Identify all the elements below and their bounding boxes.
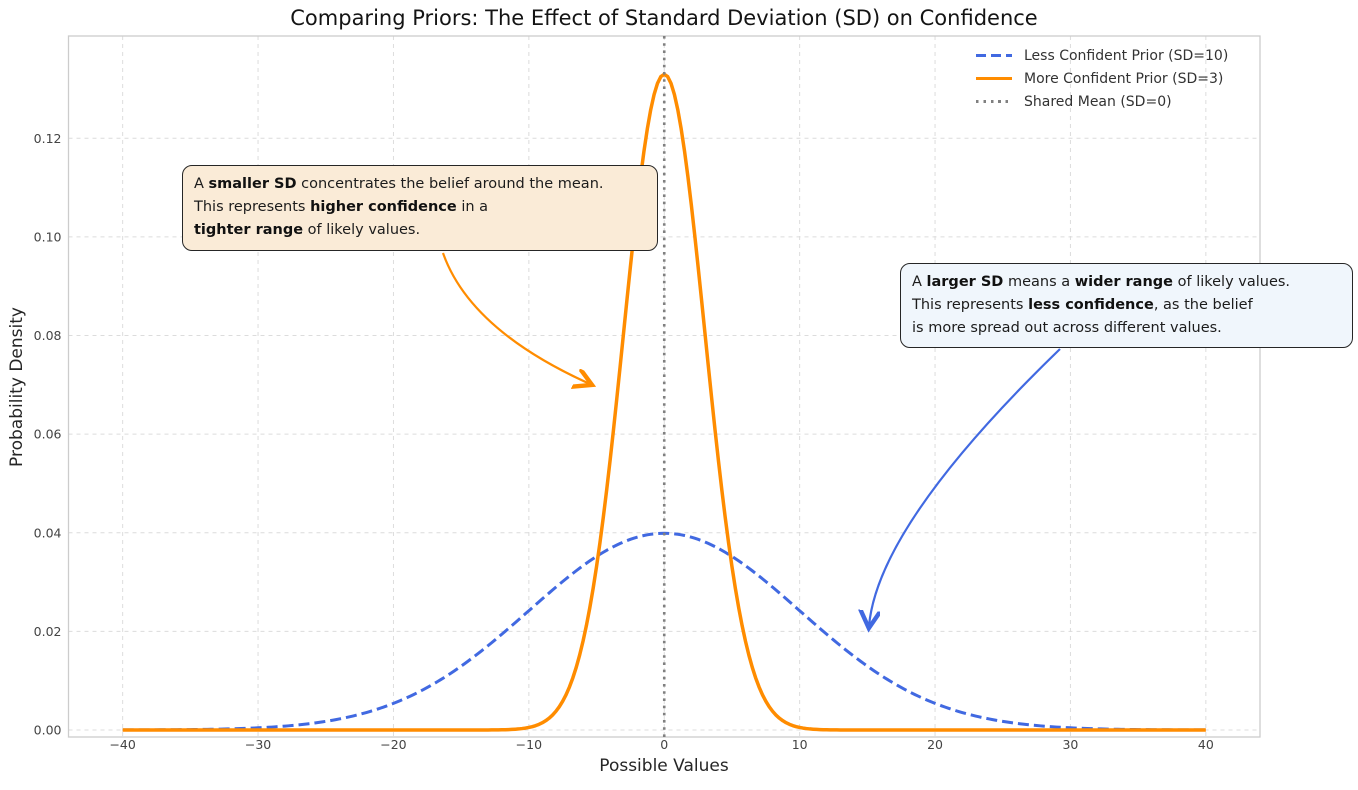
- legend-marker-dashed-line: [976, 53, 1012, 58]
- gridlines: [68, 36, 1260, 737]
- y-tick-label: 0.12: [34, 131, 62, 146]
- x-tick-label: 30: [1062, 737, 1078, 752]
- arrow-to-wide-curve: [869, 348, 1061, 626]
- chart-title: Comparing Priors: The Effect of Standard…: [290, 6, 1038, 30]
- annotation-line: is more spread out across different valu…: [912, 320, 1222, 336]
- x-tick-label: −30: [245, 737, 271, 752]
- y-tick-label: 0.04: [34, 525, 62, 540]
- y-tick-label: 0.08: [34, 328, 62, 343]
- legend-item-shared-mean: Shared Mean (SD=0): [976, 93, 1228, 110]
- y-tick-label: 0.00: [34, 722, 62, 737]
- legend-item-less-confident: Less Confident Prior (SD=10): [976, 47, 1228, 64]
- y-axis-label: Probability Density: [7, 307, 27, 467]
- legend-label: More Confident Prior (SD=3): [1024, 70, 1224, 87]
- legend-label: Shared Mean (SD=0): [1024, 93, 1172, 110]
- annotation-line: This represents less confidence, as the …: [912, 297, 1253, 313]
- x-tick-label: 10: [792, 737, 808, 752]
- legend-item-more-confident: More Confident Prior (SD=3): [976, 70, 1228, 87]
- y-tick-label: 0.02: [34, 624, 62, 639]
- y-tick-label: 0.10: [34, 229, 62, 244]
- x-tick-label: 40: [1198, 737, 1214, 752]
- x-tick-label: −20: [380, 737, 406, 752]
- tick-labels: −40 −30 −20 −10 0 10 20 30 40 0.00 0.02 0.04 0.06 0.0…: [34, 131, 1214, 752]
- annotation-line: A smaller SD concentrates the belief aro…: [194, 176, 604, 192]
- x-axis-label: Possible Values: [599, 756, 729, 776]
- annotation-smaller-sd: A smaller SD concentrates the belief aro…: [182, 165, 658, 251]
- arrow-to-narrow-curve: [441, 252, 590, 384]
- annotation-larger-sd: A larger SD means a wider range of likel…: [900, 263, 1353, 348]
- legend-marker-solid-line: [976, 76, 1012, 81]
- x-tick-label: 0: [660, 737, 668, 752]
- legend: Less Confident Prior (SD=10) More Confid…: [976, 47, 1228, 110]
- x-tick-label: −40: [109, 737, 135, 752]
- annotation-line: This represents higher confidence in a: [194, 199, 489, 215]
- legend-label: Less Confident Prior (SD=10): [1024, 47, 1229, 64]
- annotation-line: tighter range of likely values.: [194, 222, 421, 238]
- y-tick-label: 0.06: [34, 427, 62, 442]
- legend-marker-dotted-line: [976, 100, 1012, 103]
- x-tick-label: 20: [927, 737, 943, 752]
- annotation-arrows: [441, 252, 1061, 626]
- x-tick-label: −10: [516, 737, 542, 752]
- series-curves: [122, 36, 1206, 737]
- annotation-line: A larger SD means a wider range of likel…: [912, 274, 1291, 290]
